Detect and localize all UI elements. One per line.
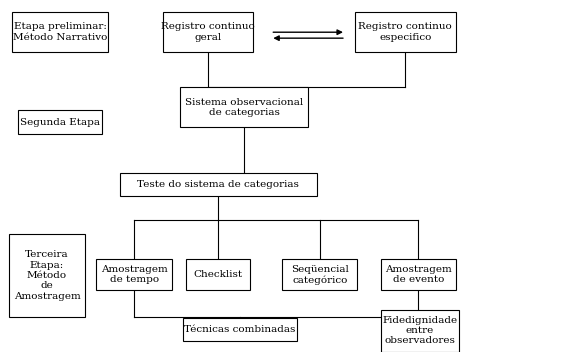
Bar [163, 12, 253, 52]
Text: Sistema observacional
de categorias: Sistema observacional de categorias [185, 98, 303, 117]
Text: Seqüencial
categórico: Seqüencial categórico [291, 264, 349, 285]
Bar [183, 318, 296, 341]
Bar [12, 12, 108, 52]
Text: Amostragem
de evento: Amostragem de evento [385, 265, 452, 284]
Bar [119, 173, 317, 196]
Text: Segunda Etapa: Segunda Etapa [20, 118, 100, 127]
Text: Etapa preliminar:
Método Narrativo: Etapa preliminar: Método Narrativo [13, 22, 107, 42]
Bar [9, 234, 85, 317]
Bar [181, 87, 308, 127]
Text: Técnicas combinadas: Técnicas combinadas [184, 325, 296, 334]
Text: Registro continuo
geral: Registro continuo geral [161, 22, 255, 42]
Text: Fidedignidade
entre
observadores: Fidedignidade entre observadores [382, 316, 457, 346]
Text: Amostragem
de tempo: Amostragem de tempo [101, 265, 168, 284]
Bar [355, 12, 456, 52]
Text: Terceira
Etapa:
Método
de
Amostragem: Terceira Etapa: Método de Amostragem [14, 250, 81, 301]
Bar [380, 259, 456, 290]
Bar [380, 310, 459, 352]
Bar [18, 110, 102, 134]
Bar [186, 259, 250, 290]
Bar [282, 259, 358, 290]
Text: Checklist: Checklist [193, 270, 243, 279]
Text: Teste do sistema de categorias: Teste do sistema de categorias [137, 180, 299, 189]
Bar [96, 259, 172, 290]
Text: Registro continuo
especifico: Registro continuo especifico [359, 22, 452, 42]
